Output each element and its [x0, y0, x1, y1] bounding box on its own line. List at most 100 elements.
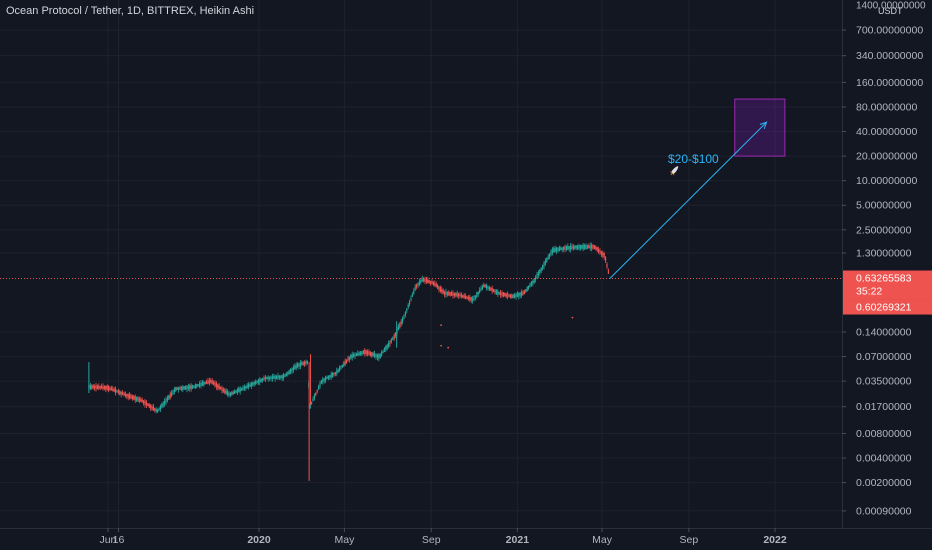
candle — [544, 258, 546, 266]
price-tick-label: 0.01700000 — [856, 401, 912, 413]
candle — [418, 278, 420, 287]
candle — [403, 314, 405, 320]
candle — [560, 246, 562, 251]
candle — [554, 245, 556, 253]
candle — [214, 380, 216, 388]
candle — [603, 251, 605, 261]
candle — [546, 257, 548, 263]
projection-arrow: $20-$100 — [609, 98, 786, 279]
candle — [599, 248, 601, 256]
candle — [148, 403, 150, 409]
candle — [206, 379, 208, 385]
candle — [119, 389, 121, 396]
candle — [340, 365, 342, 370]
candle — [427, 277, 429, 284]
candle — [295, 362, 297, 371]
candle — [537, 270, 539, 279]
candle — [500, 290, 502, 298]
candle — [393, 333, 395, 341]
candle — [154, 407, 156, 413]
price-axis[interactable]: 1400.00000000 700.00000000 340.00000000 160… — [842, 0, 932, 550]
candle — [291, 367, 293, 375]
candle — [257, 378, 259, 385]
candle — [542, 264, 544, 271]
candle — [512, 293, 514, 299]
candle — [497, 289, 499, 297]
candle — [171, 390, 173, 398]
candle — [357, 350, 359, 357]
candle — [441, 286, 443, 295]
candle — [264, 374, 266, 383]
candle — [164, 398, 166, 407]
candle — [448, 290, 450, 296]
candle — [383, 347, 385, 353]
candle — [494, 288, 496, 295]
time-tick-label: May — [334, 534, 355, 546]
candle — [511, 293, 513, 299]
candle — [297, 361, 299, 369]
candle — [330, 371, 332, 380]
candle — [311, 401, 313, 405]
candle — [94, 384, 96, 391]
candle — [586, 244, 588, 250]
candle — [126, 393, 128, 399]
candle — [369, 351, 371, 357]
candle — [361, 350, 363, 357]
candle — [444, 290, 446, 298]
candle — [312, 396, 314, 402]
candle — [280, 375, 282, 380]
candle — [101, 383, 103, 389]
candle — [232, 390, 234, 396]
candle — [565, 245, 567, 252]
candle — [519, 291, 521, 299]
candle — [526, 285, 528, 292]
candle — [172, 389, 174, 396]
candle — [263, 375, 265, 381]
target-range-box[interactable] — [734, 98, 786, 157]
candle — [98, 383, 100, 391]
candle — [213, 380, 215, 386]
candle — [270, 375, 272, 382]
candle — [472, 295, 474, 304]
candle — [481, 284, 483, 291]
candle — [120, 391, 122, 398]
price-tick-label: 0.03500000 — [856, 376, 912, 388]
candle — [220, 386, 222, 390]
price-tick-label: 0.00400000 — [856, 453, 912, 465]
candle — [460, 292, 462, 299]
candle — [528, 285, 530, 291]
candle — [165, 396, 167, 406]
target-annotation[interactable]: $20-$100 — [668, 152, 719, 166]
candle — [602, 250, 604, 259]
candle — [131, 394, 133, 401]
candle — [392, 336, 394, 341]
candle — [301, 360, 303, 366]
candle — [543, 260, 545, 270]
candle — [141, 397, 143, 403]
candle — [252, 381, 254, 387]
candle — [287, 371, 289, 377]
candle — [365, 349, 367, 357]
candle — [348, 356, 350, 363]
candle — [423, 276, 425, 283]
candle — [434, 280, 436, 287]
candle — [147, 403, 149, 407]
candle — [350, 353, 352, 360]
candle — [155, 407, 157, 414]
candle — [449, 292, 451, 297]
price-tick-label: 0.14000000 — [856, 327, 912, 339]
candle — [473, 295, 475, 302]
candle — [123, 391, 125, 397]
candle — [192, 384, 194, 390]
projection-line[interactable] — [609, 121, 767, 279]
candle — [432, 280, 434, 287]
price-tick-label: 40.00000000 — [856, 126, 917, 138]
candle — [451, 290, 453, 297]
candle — [207, 377, 209, 385]
candle — [564, 244, 566, 253]
candle — [470, 296, 472, 304]
candle — [465, 293, 467, 300]
candle — [483, 282, 485, 288]
